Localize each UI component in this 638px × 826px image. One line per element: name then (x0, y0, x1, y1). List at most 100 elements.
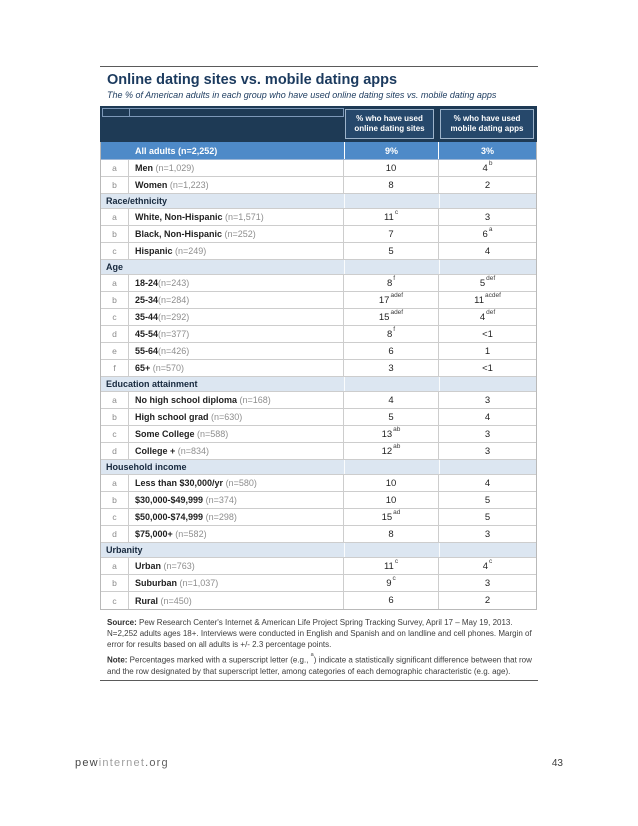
row-letter: d (101, 526, 129, 542)
row-value-online: 8 (344, 526, 439, 542)
note-superscript: a (310, 652, 314, 658)
row-sample-size: (n=582) (175, 529, 207, 539)
dating-usage-table: % who have used online dating sites % wh… (100, 106, 537, 610)
row-letter: e (101, 343, 129, 359)
row-sample-size: (n=570) (152, 363, 185, 373)
row-label: Some College (n=588) (129, 426, 344, 442)
row-value-online: 11 c (344, 558, 439, 574)
table-row: c Some College (n=588) 13 ab 3 (101, 426, 536, 443)
row-value-online: 12 ab (344, 443, 439, 459)
value-text: 6 (388, 595, 394, 606)
section-header-row: Urbanity (101, 543, 536, 558)
row-label: Women (n=1,223) (129, 177, 344, 193)
column-header-mobile: % who have used mobile dating apps (440, 109, 534, 139)
row-letter: b (101, 292, 129, 308)
row-label-text: Suburban (135, 578, 180, 588)
value-text: 6 (388, 345, 394, 357)
value-text: 9 (386, 577, 392, 589)
row-letter: b (101, 177, 129, 193)
row-value-online: 3 (344, 360, 439, 376)
row-label: $50,000-$74,999 (n=298) (129, 509, 344, 525)
row-letter: a (101, 558, 129, 574)
value-text: 11 (383, 560, 394, 572)
table-row: d College + (n=834) 12 ab 3 (101, 443, 536, 460)
row-label: $30,000-$49,999 (n=374) (129, 492, 344, 508)
row-label: No high school diploma (n=168) (129, 392, 344, 408)
table-row: f 65+ (n=570) 3 <1 (101, 360, 536, 377)
value-text: 4 (388, 394, 394, 406)
page-number: 43 (551, 758, 563, 769)
row-label: Men (n=1,029) (129, 160, 344, 176)
row-label: 45-54 (n=377) (129, 326, 344, 342)
table-row: a Men (n=1,029) 10 4 b (101, 160, 536, 177)
row-sample-size: (n=243) (158, 278, 190, 288)
row-sample-size: (n=1,571) (225, 212, 264, 222)
section-divider (439, 377, 440, 391)
row-value-online: 5 (344, 243, 439, 259)
row-value-mobile: 4 (439, 409, 536, 425)
row-label-text: Some College (135, 429, 198, 439)
row-label-text: White, Non-Hispanic (135, 212, 225, 222)
row-value-online: 5 (344, 409, 439, 425)
row-label: High school grad (n=630) (129, 409, 344, 425)
row-letter: b (101, 575, 129, 591)
row-value-mobile: 4 (439, 475, 536, 491)
row-letter: d (101, 443, 129, 459)
value-text: 8 (388, 528, 394, 540)
row-label-text: 45-54 (135, 329, 159, 339)
value-text: 15 (378, 311, 390, 323)
value-text: 5 (484, 511, 491, 523)
row-value-mobile: 3 (439, 392, 536, 408)
note-paragraph: Note: Percentages marked with a superscr… (107, 652, 534, 677)
value-text: 5 (388, 411, 394, 423)
value-text: 8 (388, 179, 394, 191)
table-row: d 45-54 (n=377) 8 f <1 (101, 326, 536, 343)
value-text: 15 (381, 511, 393, 523)
row-letter: c (101, 509, 129, 525)
row-letter: a (101, 475, 129, 491)
site-url-part: pew (75, 757, 99, 769)
value-text: 2 (484, 179, 491, 191)
row-label-text: High school grad (135, 412, 212, 422)
row-value-mobile: 5 (439, 509, 536, 525)
content-area: Online dating sites vs. mobile dating ap… (100, 0, 538, 681)
row-label: Black, Non-Hispanic (n=252) (129, 226, 344, 242)
row-sample-size: (n=630) (211, 412, 243, 422)
row-value-online: 15 adef (344, 309, 439, 325)
row-sample-size: (n=377) (158, 329, 190, 339)
row-label-text: 25-34 (135, 295, 159, 305)
value-text: 3 (484, 211, 491, 223)
row-sample-size: (n=249) (175, 246, 207, 256)
value-text: 4 (482, 560, 489, 572)
row-label-text: $50,000-$74,999 (135, 512, 206, 522)
row-label: $75,000+ (n=582) (129, 526, 344, 542)
value-text: 3 (388, 362, 394, 374)
section-divider (344, 543, 345, 557)
row-letter: c (101, 426, 129, 442)
row-sample-size: (n=1,037) (179, 578, 219, 588)
row-letter (101, 142, 129, 159)
column-header-online: % who have used online dating sites (345, 109, 434, 139)
row-value-mobile: 4 def (479, 309, 496, 323)
row-value-mobile: 5 (439, 492, 536, 508)
row-label: All adults (n=2,252) (129, 142, 344, 159)
value-text: 3 (484, 445, 491, 457)
value-text: 11 (383, 211, 394, 223)
value-text: <1 (482, 362, 493, 374)
value-text: 8 (386, 328, 393, 340)
value-text: 3 (484, 528, 491, 540)
table-row: a No high school diploma (n=168) 4 3 (101, 392, 536, 409)
row-sample-size: (n=834) (177, 446, 210, 456)
section-divider (439, 543, 440, 557)
table-row: c Hispanic (n=249) 5 4 (101, 243, 536, 260)
row-value-online: 6 (344, 592, 439, 609)
row-value-online: 8 (344, 177, 439, 193)
site-url: pewinternet.org (75, 757, 169, 769)
value-text: <1 (482, 328, 493, 340)
section-header-row: Race/ethnicity (101, 194, 536, 209)
site-url-part: .org (145, 757, 169, 769)
row-label-text: $75,000+ (135, 529, 176, 539)
table-row: c Rural (n=450) 6 2 (101, 592, 536, 609)
